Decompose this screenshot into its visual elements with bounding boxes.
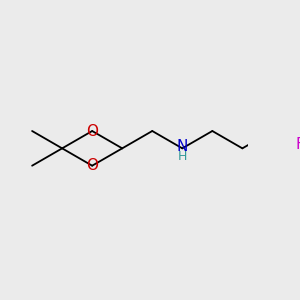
Text: F: F — [296, 136, 300, 152]
Text: O: O — [86, 124, 98, 139]
Text: O: O — [86, 158, 98, 173]
Text: N: N — [177, 139, 188, 154]
Text: H: H — [178, 150, 187, 163]
